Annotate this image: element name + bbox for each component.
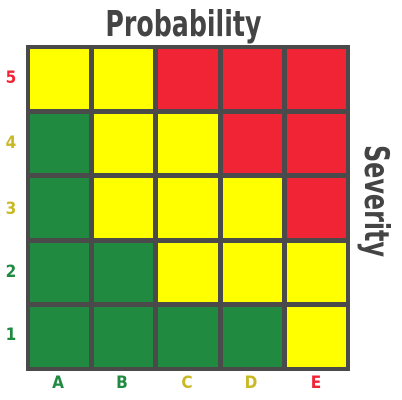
matrix-cell-1-C [158,307,218,367]
matrix-cell-5-C [158,49,218,109]
row-label-1: 1 [5,325,17,345]
matrix-cell-2-C [158,242,218,303]
matrix-cell-5-B [94,49,154,109]
matrix-cell-4-A [30,113,90,174]
matrix-cell-1-E [286,307,346,367]
matrix-cell-1-D [222,307,282,367]
matrix-cell-4-D [222,113,282,174]
matrix-cell-3-E [286,178,346,238]
matrix-cell-1-A [30,307,90,367]
row-label-2: 2 [5,262,17,282]
column-label-E: E [310,373,322,393]
matrix-cell-2-D [222,242,282,303]
column-label-C: C [181,373,193,393]
matrix-cell-2-A [30,242,90,303]
matrix-cell-2-B [94,242,154,303]
matrix-cell-3-D [222,178,282,238]
matrix-cell-1-B [94,307,154,367]
matrix-cell-5-A [30,49,90,109]
chart-title: Probability [105,4,262,45]
matrix-cell-3-C [158,178,218,238]
matrix-cell-3-A [30,178,90,238]
severity-axis-label: Severity [356,144,396,258]
matrix-cell-5-E [286,49,346,109]
column-label-D: D [244,373,258,393]
matrix-cell-4-E [286,113,346,174]
matrix-cell-4-C [158,113,218,174]
matrix-cell-5-D [222,49,282,109]
matrix-cell-3-B [94,178,154,238]
matrix-cell-2-E [286,242,346,303]
row-label-4: 4 [5,133,17,153]
risk-matrix-grid [26,45,350,371]
column-label-A: A [52,373,64,393]
row-label-3: 3 [5,199,17,219]
column-label-B: B [116,373,128,393]
matrix-cell-4-B [94,113,154,174]
row-label-5: 5 [5,68,17,88]
